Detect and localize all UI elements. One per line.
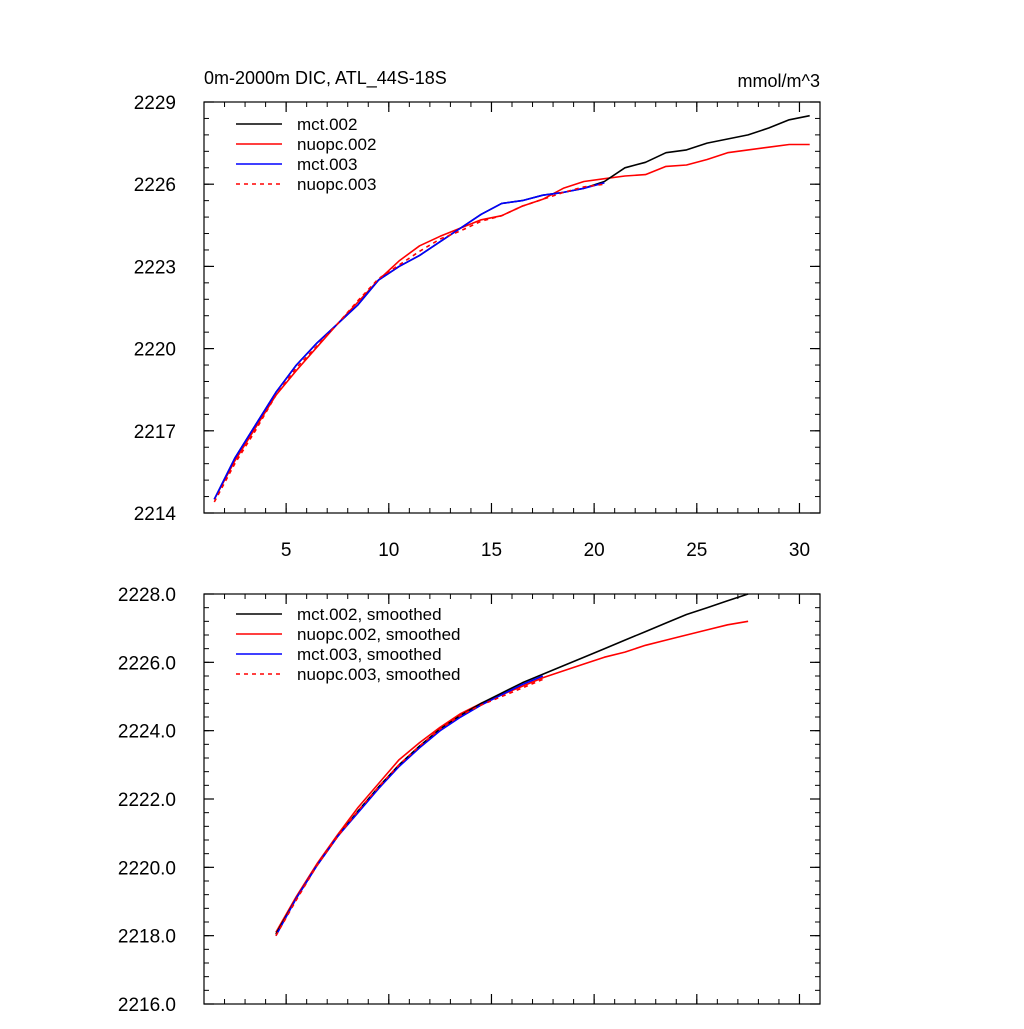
- series-line-nuopc-003: [213, 183, 605, 503]
- y-tick-label: 2220.0: [118, 858, 176, 879]
- series-line-nuopc-003-smoothed: [275, 678, 544, 937]
- y-tick-label: 2217: [134, 422, 176, 443]
- series-line-mct-003-smoothed: [275, 675, 544, 937]
- y-tick-label: 2218.0: [118, 927, 176, 948]
- chart-units-label: mmol/m^3: [738, 71, 820, 91]
- legend-label: mct.002, smoothed: [297, 605, 442, 624]
- y-tick-label: 2226.0: [118, 653, 176, 674]
- y-tick-label: 2224.0: [118, 722, 176, 743]
- legend-label: nuopc.003: [297, 175, 376, 194]
- y-tick-label: 2216.0: [118, 995, 176, 1016]
- x-tick-label: 25: [686, 540, 707, 561]
- x-tick-label: 15: [481, 540, 502, 561]
- legend-label: nuopc.003, smoothed: [297, 665, 461, 684]
- y-tick-label: 2214: [134, 504, 177, 525]
- x-tick-label: 10: [378, 540, 399, 561]
- y-tick-label: 2223: [134, 257, 176, 278]
- y-tick-label: 2220: [134, 340, 176, 361]
- series-line-nuopc-002: [213, 143, 810, 500]
- legend-label: nuopc.002, smoothed: [297, 625, 461, 644]
- legend-label: mct.003: [297, 155, 357, 174]
- y-tick-label: 2222.0: [118, 790, 176, 811]
- y-tick-label: 2229: [134, 93, 176, 114]
- y-tick-label: 2228.0: [118, 585, 176, 606]
- legend-label: mct.003, smoothed: [297, 645, 442, 664]
- chart-title: 0m-2000m DIC, ATL_44S-18S: [204, 68, 447, 89]
- series-line-mct-003: [213, 182, 605, 500]
- x-tick-label: 20: [584, 540, 605, 561]
- x-tick-label: 5: [281, 540, 292, 561]
- y-tick-label: 2226: [134, 175, 176, 196]
- x-tick-label: 30: [789, 540, 810, 561]
- legend-label: nuopc.002: [297, 135, 376, 154]
- legend-label: mct.002: [297, 115, 357, 134]
